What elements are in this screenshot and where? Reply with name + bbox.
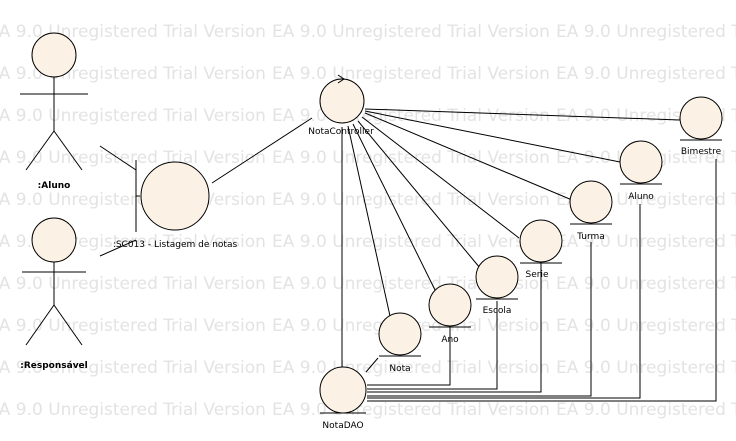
actor-responsavel-label: :Responsável: [20, 361, 88, 371]
entity-label: Serie: [526, 270, 549, 280]
watermark-text: EA 9.0 Unregistered Trial Version: [556, 358, 736, 378]
link-controller-turma: [364, 112, 573, 201]
entity-escola[interactable]: Escola: [475, 255, 519, 316]
entity-label: Nota: [389, 364, 410, 374]
actor-head: [31, 217, 77, 263]
link-controller-ano: [352, 123, 436, 291]
link-controller-escola: [357, 120, 481, 269]
watermark-layer: EA 9.0 Unregistered Trial Version EA 9.0 …: [0, 22, 736, 420]
boundary-sc013[interactable]: :SC013 - Listagem de notas: [113, 160, 238, 250]
watermark-text: EA 9.0 Unregistered Trial Version: [272, 22, 550, 42]
entity-circle: [378, 312, 422, 356]
link-controller-bimestre: [364, 108, 681, 121]
watermark-text: EA 9.0 Unregistered Trial Version: [272, 190, 550, 210]
entity-circle: [475, 255, 519, 299]
link-boundary-controller: [211, 117, 313, 184]
watermark-text: EA 9.0 Unregistered Trial Version: [556, 64, 736, 84]
connections: [99, 108, 717, 402]
boundary-circle: [140, 161, 210, 231]
link-controller-serie: [361, 116, 520, 239]
link-notadao-escola: [367, 301, 498, 390]
entity-circle: [569, 180, 613, 224]
watermark-text: EA 9.0 Unregistered Trial Version: [556, 400, 736, 420]
watermark-text: EA 9.0 Unregistered Trial Version: [556, 316, 736, 336]
actor-aluno[interactable]: :Aluno: [20, 32, 88, 191]
watermark-text: EA 9.0 Unregistered Trial Version: [556, 274, 736, 294]
entity-aluno[interactable]: Aluno: [619, 140, 663, 202]
entity-circle: [428, 283, 472, 327]
watermark-text: EA 9.0 Unregistered Trial Version: [272, 358, 550, 378]
entity-bimestre[interactable]: Bimestre: [679, 96, 723, 157]
entity-circle: [519, 219, 563, 263]
entity-nota[interactable]: Nota: [378, 312, 422, 374]
link-responsavel-boundary: [99, 239, 137, 257]
watermark-text: EA 9.0 Unregistered Trial Version: [272, 148, 550, 168]
watermark-text: EA 9.0 Unregistered Trial Version: [272, 400, 550, 420]
watermark-text: EA 9.0 Unregistered Trial Version: [0, 400, 266, 420]
entity-label: Bimestre: [681, 147, 722, 157]
controller-label: NotaController: [308, 127, 374, 137]
actor-responsavel[interactable]: :Responsável: [20, 217, 88, 371]
entity-label: Turma: [576, 232, 605, 242]
boundary-label: :SC013 - Listagem de notas: [113, 240, 238, 250]
entity-notadao[interactable]: NotaDAO: [319, 366, 367, 431]
link-notadao-aluno: [367, 204, 641, 399]
entity-label: Ano: [441, 335, 459, 345]
watermark-text: EA 9.0 Unregistered Trial Version: [0, 148, 266, 168]
watermark-text: EA 9.0 Unregistered Trial Version: [272, 64, 550, 84]
entity-label: NotaDAO: [322, 421, 363, 431]
watermark-text: EA 9.0 Unregistered Trial Version: [556, 22, 736, 42]
link-notadao-turma: [367, 242, 592, 397]
actor-aluno-label: :Aluno: [38, 181, 71, 191]
link-controller-nota: [347, 125, 391, 317]
entity-circle: [619, 140, 663, 184]
watermark-text: EA 9.0 Unregistered Trial Version: [0, 106, 266, 126]
actor-head: [31, 32, 77, 78]
controller-notacontroller[interactable]: NotaController: [308, 74, 374, 137]
link-notadao-serie: [367, 263, 542, 393]
entity-turma[interactable]: Turma: [569, 180, 613, 242]
link-notadao-ano: [367, 327, 451, 386]
watermark-text: EA 9.0 Unregistered Trial Version: [272, 106, 550, 126]
entity-ano[interactable]: Ano: [428, 283, 472, 345]
entity-label: Aluno: [628, 192, 654, 202]
controller-circle: [319, 78, 365, 124]
link-nota-notadao: [365, 357, 379, 373]
link-notadao-bimestre: [367, 159, 717, 402]
watermark-text: EA 9.0 Unregistered Trial Version: [556, 232, 736, 252]
entity-circle: [679, 96, 723, 140]
entity-label: Escola: [483, 306, 512, 316]
watermark-text: EA 9.0 Unregistered Trial Version: [0, 358, 266, 378]
controller-arrow: [337, 74, 345, 84]
link-aluno-boundary: [99, 145, 137, 171]
watermark-text: EA 9.0 Unregistered Trial Version: [0, 190, 266, 210]
entity-serie[interactable]: Serie: [519, 219, 563, 280]
link-controller-aluno: [364, 110, 621, 163]
watermark-text: EA 9.0 Unregistered Trial Version: [0, 316, 266, 336]
entity-circle: [319, 366, 367, 414]
watermark-text: EA 9.0 Unregistered Trial Version: [0, 274, 266, 294]
